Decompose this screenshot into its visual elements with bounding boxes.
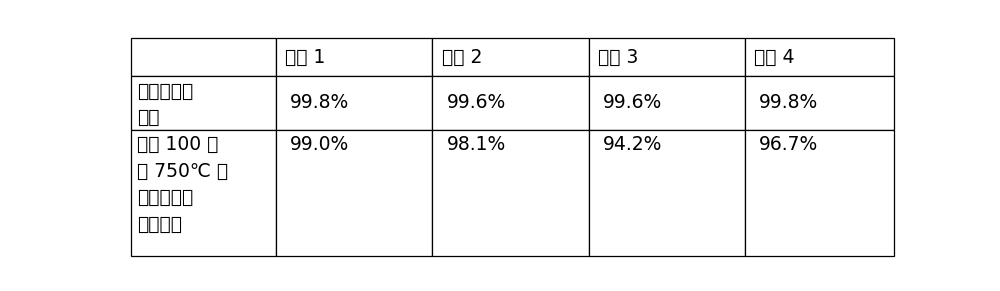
Bar [432,38,589,76]
Bar [432,129,589,255]
Text: 试样 1: 试样 1 [285,48,326,67]
Bar [589,76,745,129]
Bar [276,76,432,129]
Text: 试样 4: 试样 4 [754,48,795,67]
Text: 99.8%: 99.8% [290,93,349,112]
Bar [432,76,589,129]
Text: 试样 2: 试样 2 [442,48,482,67]
Text: 99.6%: 99.6% [603,93,662,112]
Text: 99.8%: 99.8% [759,93,818,112]
Bar [745,76,894,129]
Bar [745,129,894,255]
Bar [131,38,276,76]
Bar [276,129,432,255]
Bar [589,129,745,255]
Text: 96.7%: 96.7% [759,135,818,154]
Text: 94.2%: 94.2% [603,135,662,154]
Bar [745,38,894,76]
Bar [276,38,432,76]
Text: 99.6%: 99.6% [446,93,506,112]
Text: 经过 100 小
时 750℃ 水
热老化后的
转化效率: 经过 100 小 时 750℃ 水 热老化后的 转化效率 [137,135,229,234]
Text: 试样 3: 试样 3 [598,48,638,67]
Text: 新鲜态转化
效率: 新鲜态转化 效率 [137,82,194,127]
Text: 98.1%: 98.1% [446,135,506,154]
Bar [589,38,745,76]
Bar [131,76,276,129]
Bar [131,129,276,255]
Text: 99.0%: 99.0% [290,135,349,154]
